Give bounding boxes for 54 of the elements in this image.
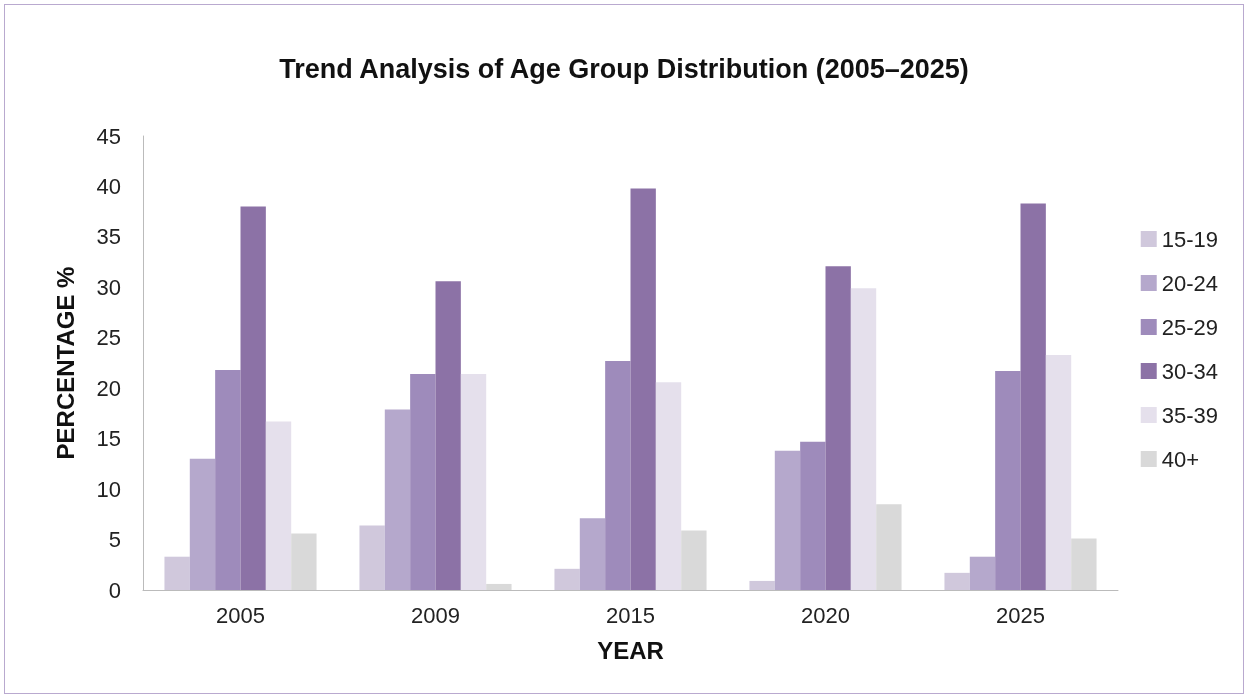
bar	[1045, 354, 1072, 590]
legend-label: 30-34	[1161, 358, 1219, 384]
y-tick-label: 10	[96, 476, 121, 502]
bar	[486, 583, 512, 590]
legend-label: 20-24	[1161, 270, 1219, 296]
x-axis-title: YEAR	[597, 636, 664, 664]
legend-label: 15-19	[1161, 226, 1219, 252]
bar	[1071, 538, 1097, 590]
y-tick-label: 35	[96, 224, 121, 250]
bar	[876, 504, 902, 590]
bar	[410, 374, 436, 590]
y-tick-label: 0	[108, 577, 121, 603]
bar	[164, 556, 190, 590]
bar	[969, 556, 996, 590]
bar	[630, 188, 656, 590]
bar	[579, 518, 606, 590]
bar	[800, 441, 826, 590]
bar	[850, 288, 877, 590]
y-tick-label: 20	[96, 375, 121, 401]
y-tick-label: 40	[96, 173, 121, 199]
bar	[774, 450, 801, 590]
bar	[655, 382, 682, 590]
y-tick-label: 15	[96, 426, 121, 452]
x-tick-label: 2020	[801, 602, 850, 628]
bar	[189, 458, 216, 590]
bar	[995, 371, 1021, 590]
legend-label: 40+	[1161, 446, 1200, 472]
x-tick-label: 2005	[216, 602, 265, 628]
y-tick-label: 25	[96, 325, 121, 351]
chart-title: Trend Analysis of Age Group Distribution (2005–2025)	[279, 53, 969, 84]
bar	[215, 370, 241, 590]
y-tick-label: 45	[96, 123, 121, 149]
bar	[554, 568, 580, 590]
legend-label: 25-29	[1161, 314, 1219, 340]
y-tick-label: 5	[108, 527, 121, 553]
bar	[359, 525, 385, 590]
x-tick-label: 2025	[996, 602, 1045, 628]
bar	[681, 530, 707, 590]
bar	[749, 580, 775, 590]
x-tick-label: 2009	[411, 602, 460, 628]
bar	[435, 281, 461, 590]
bar	[605, 360, 631, 590]
bar	[384, 409, 411, 590]
x-tick-label: 2015	[606, 602, 655, 628]
bar	[240, 206, 266, 590]
y-axis-title: PERCENTAGE %	[51, 266, 79, 460]
bar	[265, 421, 292, 590]
bar	[460, 374, 487, 590]
legend-label: 35-39	[1161, 402, 1219, 428]
bar	[825, 266, 851, 590]
bar	[944, 572, 970, 590]
bar	[291, 533, 317, 590]
bar	[1020, 203, 1046, 590]
y-tick-label: 30	[96, 274, 121, 300]
